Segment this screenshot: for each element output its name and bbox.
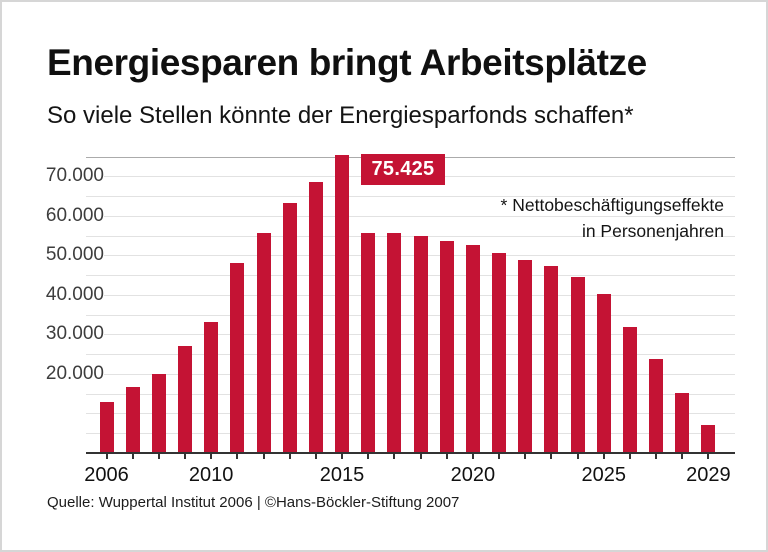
footnote-line-1: * Nettobeschäftigungseffekte	[500, 195, 724, 215]
footnote: * Nettobeschäftigungseffekte in Personen…	[501, 192, 724, 244]
tick-2024	[576, 453, 579, 459]
x-axis-label-2020: 2020	[450, 464, 496, 486]
gridline-35000	[86, 314, 735, 316]
bar-2015	[335, 154, 350, 453]
x-axis-label-2029: 2029	[686, 464, 731, 486]
gridline-40000	[86, 294, 735, 296]
bar-2011	[230, 263, 245, 453]
bar-2028	[675, 392, 690, 453]
bar-2013	[282, 202, 297, 453]
x-axis-label-2015: 2015	[319, 464, 365, 486]
bar-2007	[125, 387, 140, 453]
bar-2016	[361, 232, 376, 453]
bar-2026	[622, 326, 637, 453]
gridline-65000	[86, 196, 735, 198]
tick-2007	[131, 453, 134, 459]
bar-2024	[570, 277, 585, 453]
bar-2029	[701, 425, 716, 453]
page-subtitle: So viele Stellen könnte der Energiesparf…	[47, 102, 634, 129]
tick-2018	[419, 453, 422, 459]
x-axis-label-2010: 2010	[188, 464, 234, 486]
bar-2009	[178, 345, 192, 453]
bar-2027	[649, 359, 664, 453]
bar-2023	[544, 266, 559, 453]
bar-2010	[204, 321, 219, 453]
source-credit: Quelle: Wuppertal Institut 2006 | ©Hans-…	[47, 494, 460, 511]
y-axis-label-60.000: 60.000	[40, 205, 104, 226]
tick-2026	[628, 453, 631, 459]
tick-2027	[655, 453, 658, 459]
page-title: Energiesparen bringt Arbeitsplätze	[47, 42, 647, 83]
gridline-45000	[86, 275, 735, 277]
tick-2015	[341, 453, 344, 459]
tick-2028	[681, 453, 684, 459]
gridline-55000	[86, 235, 735, 237]
tick-2021	[498, 453, 501, 459]
gridline-20000	[86, 373, 735, 375]
y-axis-label-30.000: 30.000	[40, 324, 104, 345]
footnote-line-2: in Personenjahren	[581, 221, 724, 241]
tick-2025	[602, 453, 605, 459]
bar-2020	[465, 245, 480, 453]
bar-2021	[492, 253, 507, 453]
tick-2016	[367, 453, 370, 459]
y-axis-label-20.000: 20.000	[40, 363, 104, 384]
tick-2029	[707, 453, 710, 459]
tick-2013	[288, 453, 291, 459]
bar-chart-plot-area: 75.425	[86, 152, 735, 459]
tick-2006	[105, 453, 108, 459]
tick-2019	[445, 453, 448, 459]
bar-2019	[439, 241, 454, 453]
peak-value-badge: 75.425	[361, 154, 445, 185]
gridline-30000	[86, 334, 735, 336]
gridline-25000	[86, 354, 735, 356]
gridline-10000	[86, 413, 735, 415]
tick-2014	[314, 453, 317, 459]
gridline-60000	[86, 215, 735, 217]
x-axis-line	[86, 452, 735, 454]
bar-2012	[256, 232, 271, 453]
tick-2020	[471, 453, 474, 459]
y-axis-label-40.000: 40.000	[40, 284, 104, 305]
bar-2018	[413, 236, 428, 453]
bar-2022	[518, 259, 533, 453]
bar-2017	[387, 232, 402, 453]
bar-2008	[151, 373, 166, 453]
bar-2006	[99, 402, 114, 453]
tick-2017	[393, 453, 396, 459]
x-axis-label-2025: 2025	[581, 464, 626, 486]
tick-2011	[236, 453, 239, 459]
tick-2009	[184, 453, 186, 459]
bar-2025	[596, 293, 611, 453]
gridline-15000	[86, 393, 735, 395]
bar-2014	[308, 182, 323, 453]
tick-2023	[550, 453, 553, 459]
gridline-50000	[86, 255, 735, 257]
x-axis-label-2006: 2006	[84, 464, 129, 486]
tick-2022	[524, 453, 527, 459]
tick-2010	[210, 453, 213, 459]
gridline-5000	[86, 433, 735, 435]
y-axis-label-50.000: 50.000	[40, 245, 104, 266]
y-axis-label-70.000: 70.000	[40, 166, 104, 187]
tick-2012	[262, 453, 265, 459]
tick-2008	[157, 453, 160, 459]
